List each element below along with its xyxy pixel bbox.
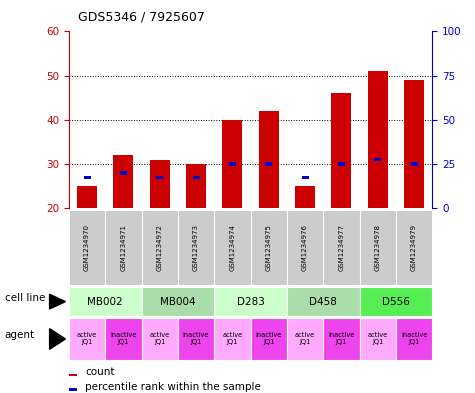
Bar [360, 318, 396, 360]
Bar [84, 176, 91, 179]
Text: GSM1234974: GSM1234974 [229, 224, 236, 271]
Text: GSM1234979: GSM1234979 [411, 224, 417, 271]
Bar [192, 176, 199, 179]
Bar [404, 80, 424, 208]
Text: D458: D458 [309, 297, 337, 307]
Bar [410, 162, 418, 166]
Text: inactive
JQ1: inactive JQ1 [328, 332, 355, 345]
Text: inactive
JQ1: inactive JQ1 [110, 332, 137, 345]
Bar [323, 318, 360, 360]
Bar [287, 287, 360, 316]
Text: inactive
JQ1: inactive JQ1 [401, 332, 428, 345]
Bar [396, 318, 432, 360]
Text: GSM1234973: GSM1234973 [193, 224, 199, 271]
Bar [156, 176, 163, 179]
Bar [374, 158, 381, 162]
Bar [142, 287, 214, 316]
Text: active
JQ1: active JQ1 [368, 332, 388, 345]
Text: GSM1234971: GSM1234971 [120, 224, 126, 271]
Text: active
JQ1: active JQ1 [222, 332, 243, 345]
Text: active
JQ1: active JQ1 [295, 332, 315, 345]
Bar [178, 318, 214, 360]
Bar [338, 162, 345, 166]
Text: cell line: cell line [5, 293, 45, 303]
Bar [105, 210, 142, 285]
Text: inactive
JQ1: inactive JQ1 [256, 332, 282, 345]
Bar [287, 318, 323, 360]
Text: MB004: MB004 [160, 297, 196, 307]
Text: inactive
JQ1: inactive JQ1 [183, 332, 209, 345]
Bar [178, 210, 214, 285]
Polygon shape [49, 329, 66, 349]
Bar [265, 162, 272, 166]
Bar [142, 210, 178, 285]
Bar [142, 318, 178, 360]
Text: active
JQ1: active JQ1 [77, 332, 97, 345]
Bar [259, 111, 279, 208]
Text: percentile rank within the sample: percentile rank within the sample [85, 382, 261, 391]
Text: GSM1234976: GSM1234976 [302, 224, 308, 271]
Polygon shape [49, 294, 66, 309]
Bar [114, 155, 133, 208]
Bar [186, 164, 206, 208]
Bar [105, 318, 142, 360]
Text: MB002: MB002 [87, 297, 123, 307]
Bar [251, 318, 287, 360]
Text: active
JQ1: active JQ1 [150, 332, 170, 345]
Bar [69, 388, 77, 391]
Bar [295, 186, 315, 208]
Text: GSM1234970: GSM1234970 [84, 224, 90, 271]
Bar [360, 210, 396, 285]
Text: GDS5346 / 7925607: GDS5346 / 7925607 [78, 11, 205, 24]
Text: GSM1234978: GSM1234978 [375, 224, 381, 271]
Bar [302, 176, 309, 179]
Bar [251, 210, 287, 285]
Bar [69, 373, 77, 376]
Bar [332, 93, 352, 208]
Text: count: count [85, 367, 115, 377]
Bar [396, 210, 432, 285]
Bar [323, 210, 360, 285]
Bar [150, 160, 170, 208]
Text: GSM1234975: GSM1234975 [266, 224, 272, 271]
Text: agent: agent [5, 330, 35, 340]
Text: D283: D283 [237, 297, 265, 307]
Bar [69, 210, 105, 285]
Text: D556: D556 [382, 297, 410, 307]
Bar [222, 120, 242, 208]
Bar [69, 287, 142, 316]
Bar [229, 162, 236, 166]
Bar [69, 318, 105, 360]
Text: GSM1234972: GSM1234972 [157, 224, 163, 271]
Bar [368, 71, 388, 208]
Bar [214, 318, 251, 360]
Bar [120, 171, 127, 174]
Bar [287, 210, 323, 285]
Bar [360, 287, 432, 316]
Bar [214, 210, 251, 285]
Bar [214, 287, 287, 316]
Text: GSM1234977: GSM1234977 [338, 224, 344, 271]
Bar [77, 186, 97, 208]
